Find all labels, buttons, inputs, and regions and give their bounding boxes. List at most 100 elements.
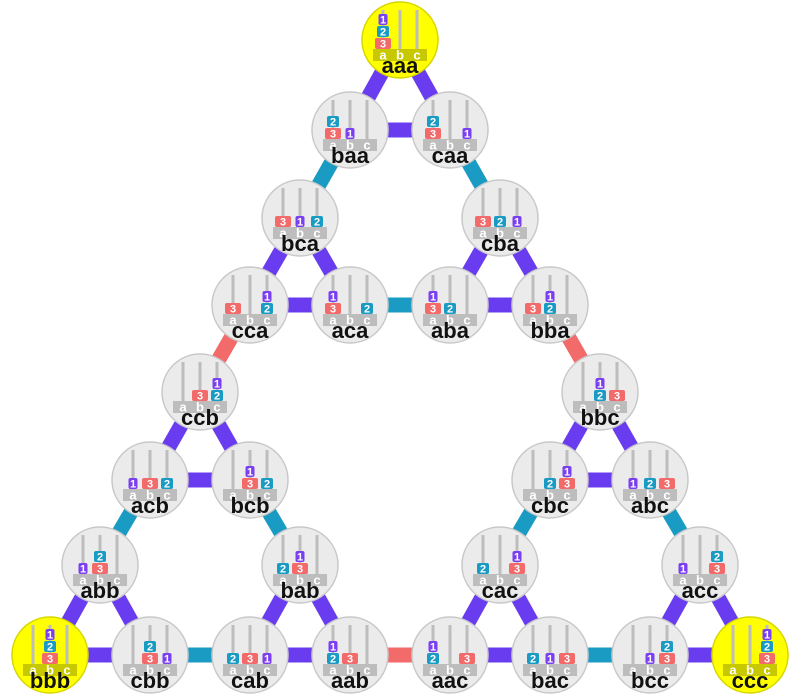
peg-label-c: c [163,488,170,503]
peg-label-b: b [346,138,354,153]
peg-rod [281,535,285,574]
disk-label: 1 [347,129,353,141]
disk-label: 3 [564,654,570,666]
state-label: bca [281,231,320,256]
disk-label: 2 [264,304,270,316]
disk-label: 2 [47,642,53,654]
disk-2 [661,641,673,652]
disk-label: 3 [97,564,103,576]
disk-1 [378,14,388,25]
peg-rod [531,275,535,314]
peg-base [123,664,177,676]
peg-rod [631,450,635,489]
peg-base [373,49,427,61]
disk-1 [295,551,305,562]
peg-label-b: b [446,313,454,328]
peg-label-c: c [613,400,620,415]
state-label: cab [231,668,269,693]
disk-1 [162,653,172,664]
peg-rod [231,625,235,664]
disk-label: 3 [280,217,286,229]
disk-3 [659,478,675,489]
peg-rod [248,275,252,314]
disk-3 [292,563,308,574]
peg-rod [681,535,685,574]
peg-label-b: b [746,663,754,678]
disk-label: 1 [264,292,270,304]
disk-1 [595,378,605,389]
peg-label-c: c [563,663,570,678]
disk-label: 1 [164,654,170,666]
disk-2 [277,563,289,574]
peg-label-a: a [679,573,687,588]
disk-label: 3 [664,654,670,666]
peg-label-b: b [296,573,304,588]
disk-label: 1 [647,654,653,666]
disk-1 [212,378,222,389]
state-node-bcc: a b c1 32 bcc [611,616,689,694]
peg-base [523,664,577,676]
peg-rod [615,362,619,401]
disk-label: 1 [80,564,86,576]
peg-label-a: a [279,573,287,588]
peg-base [223,314,277,326]
disk-1 [78,563,88,574]
disk-label: 1 [297,217,303,229]
disk-label: 3 [380,39,386,51]
peg-base [123,489,177,501]
peg-label-b: b [246,663,254,678]
disk-2 [361,303,373,314]
peg-label-c: c [413,48,420,63]
state-node-bab: a b c 2 31 bab [261,526,339,604]
disk-label: 1 [330,292,336,304]
peg-base [323,314,377,326]
disk-label: 2 [280,564,286,576]
state-label: bac [531,668,569,693]
disk-label: 1 [630,479,636,491]
peg-label-a: a [29,663,37,678]
disk-label: 2 [314,217,320,229]
disk-2 [227,653,239,664]
disk-label: 3 [330,304,336,316]
peg-label-b: b [646,488,654,503]
disk-2 [544,478,556,489]
peg-label-c: c [363,663,370,678]
peg-label-b: b [246,488,254,503]
disk-label: 2 [547,479,553,491]
peg-label-c: c [513,573,520,588]
state-label: bcc [631,668,669,693]
disk-1 [262,653,272,664]
disk-label: 2 [330,117,336,129]
disk-2 [711,551,723,562]
disk-3 [509,563,525,574]
peg-label-b: b [146,663,154,678]
state-node-caa: a b c 32 1 caa [411,91,489,169]
disk-1 [462,128,472,139]
disk-label: 2 [764,642,770,654]
disk-1 [262,291,272,302]
state-node-bba: a b c 3 21 bba [511,266,589,344]
state-node-aba: a b c 312 aba [411,266,489,344]
peg-base [173,401,227,413]
state-node-aac: a b c 21 3 aac [411,616,489,694]
peg-rod [165,450,169,489]
peg-base [723,664,777,676]
peg-rod [448,625,452,664]
disk-label: 3 [514,564,520,576]
disk-label: 1 [547,292,553,304]
peg-base [473,574,527,586]
peg-rod [481,535,485,574]
peg-label-a: a [429,313,437,328]
peg-label-a: a [329,138,337,153]
disk-3 [459,653,475,664]
disk-3 [659,653,675,664]
peg-label-c: c [113,573,120,588]
peg-label-c: c [263,663,270,678]
peg-rod [365,625,369,664]
peg-label-a: a [429,138,437,153]
disk-label: 3 [714,564,720,576]
disk-label: 2 [497,217,503,229]
